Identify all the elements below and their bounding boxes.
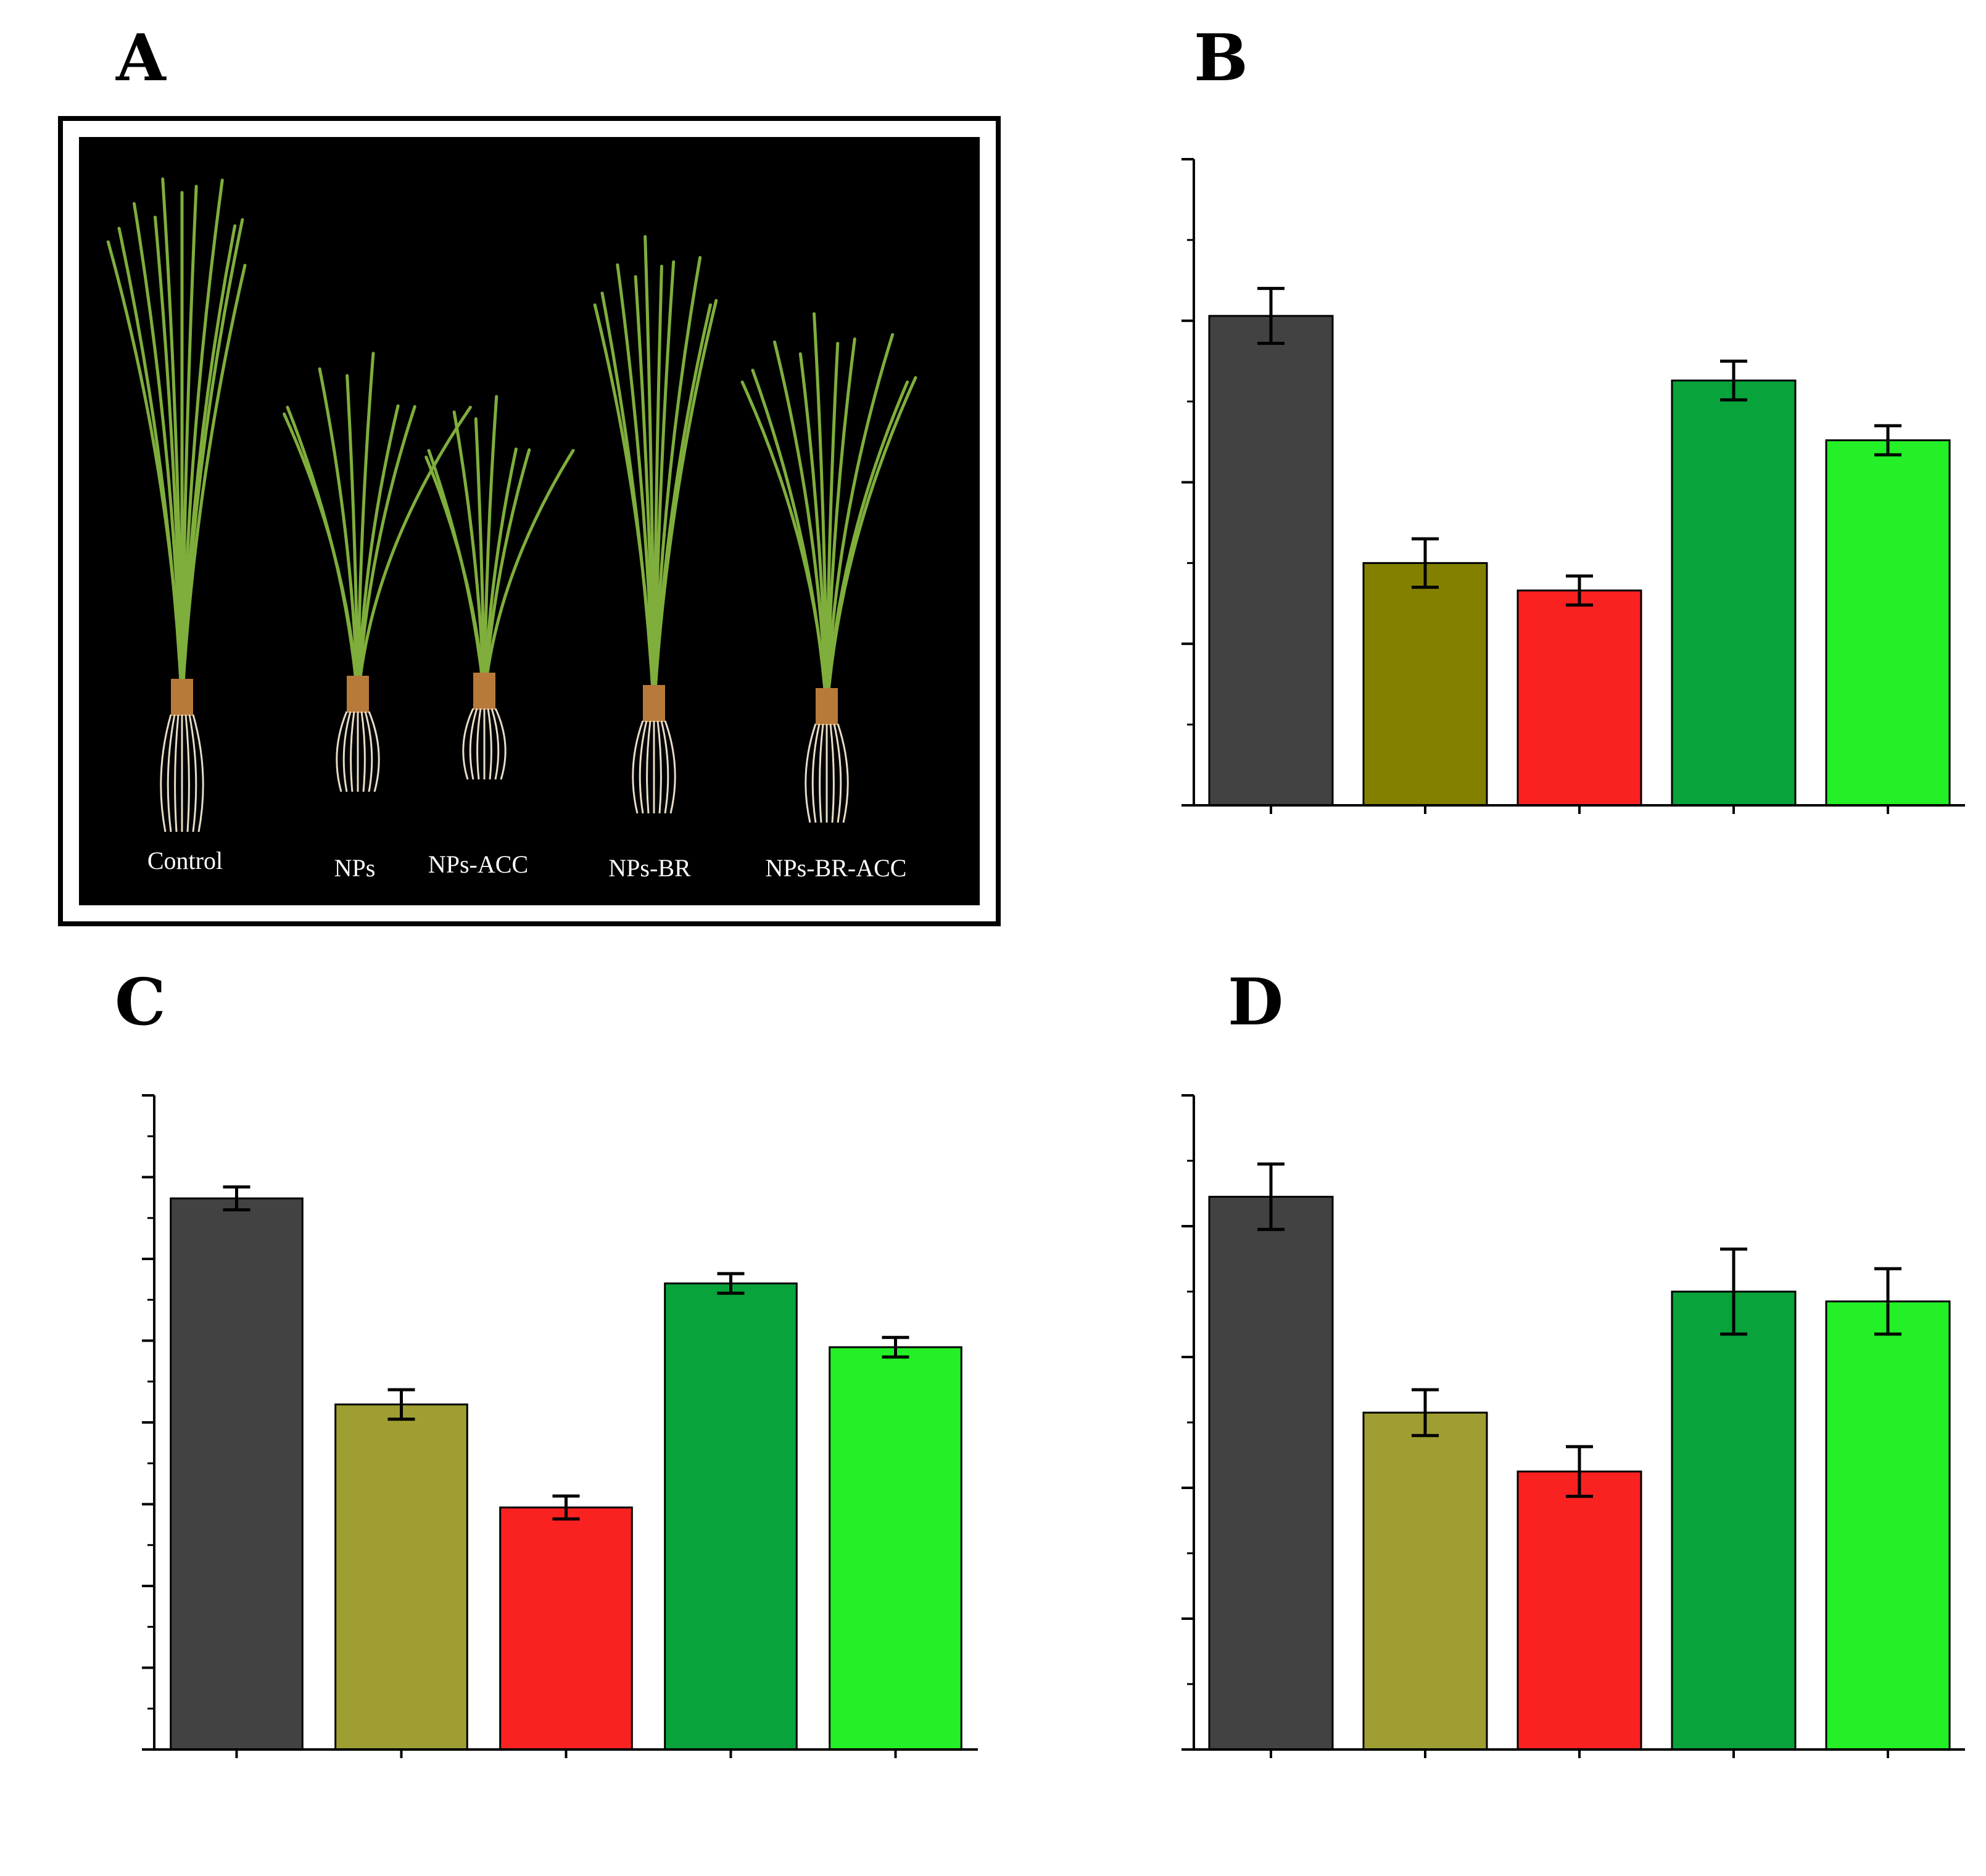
plant-root: [342, 711, 352, 792]
panel-letter-d: D: [1228, 964, 1283, 1040]
bar-nps-br: [664, 1282, 798, 1751]
plant-root: [192, 714, 204, 832]
plant-root: [336, 711, 348, 792]
panel-letter-b: B: [1194, 20, 1248, 96]
plant-root: [368, 711, 380, 792]
plant-leaf: [482, 448, 531, 699]
plant-root: [819, 723, 824, 823]
bar-control: [1208, 1195, 1334, 1751]
plant-root: [487, 708, 492, 780]
plant-root: [350, 711, 355, 792]
plant-leaf: [482, 395, 499, 699]
plant-leaf: [356, 405, 416, 702]
chart-fresh-weight: [1181, 158, 1965, 814]
bar-nps-br-acc: [829, 1346, 962, 1751]
photo-label-nps-acc: NPs-ACC: [428, 850, 528, 878]
plant-root: [656, 720, 662, 814]
plant-root: [805, 723, 817, 823]
panel-letter-a: A: [115, 20, 167, 96]
plant-photo-panel: Control NPs NPs-ACC NPs-BR NPs-BR-ACC: [58, 116, 1001, 926]
panel-letter-c: C: [115, 964, 166, 1040]
plant-root: [833, 723, 842, 823]
bar-control: [1208, 315, 1334, 807]
bar-nps-acc: [1516, 589, 1642, 807]
bar-nps: [1362, 562, 1488, 807]
bar-nps-br: [1671, 1290, 1797, 1751]
photo-label-control: Control: [147, 847, 223, 874]
photo-label-nps-br-acc: NPs-BR-ACC: [766, 854, 907, 882]
plant-root: [490, 708, 500, 780]
plant-root: [494, 708, 507, 780]
plant-leaf: [356, 352, 375, 702]
plant-root: [184, 714, 190, 832]
bar-control: [170, 1197, 304, 1751]
plant-stem-base: [473, 673, 495, 710]
plant-root: [639, 720, 648, 814]
plant-root: [167, 714, 176, 832]
plant-root: [837, 723, 849, 823]
plant-seedlings: [106, 177, 917, 832]
bar-nps: [1362, 1411, 1488, 1751]
plant-root: [462, 708, 474, 780]
plant-root: [829, 723, 835, 823]
plant-root: [364, 711, 373, 792]
plant-stem-base: [347, 676, 369, 713]
plant-root: [469, 708, 478, 780]
plant-root: [174, 714, 180, 832]
photo-label-nps: NPs: [334, 854, 376, 882]
plant-leaf: [356, 405, 472, 702]
plant-leaf: [740, 380, 829, 715]
bar-nps-acc: [1516, 1471, 1642, 1751]
plant-root: [360, 711, 366, 792]
plant-leaf: [283, 412, 360, 702]
photo-label-nps-br: NPs-BR: [608, 854, 691, 882]
plant-root: [160, 714, 172, 832]
bar-nps-acc: [499, 1506, 633, 1751]
plant-leaf: [482, 449, 575, 699]
plant-root: [632, 720, 644, 814]
bar-nps-br-acc: [1825, 1300, 1951, 1751]
plant-root: [188, 714, 197, 832]
plant-leaf: [825, 333, 895, 715]
plant-leaf: [825, 376, 917, 715]
chart-shoot-length: [142, 1094, 978, 1758]
plant-leaf: [424, 455, 486, 699]
plant-stem-base: [171, 679, 193, 716]
plant-leaf: [180, 264, 247, 705]
bar-nps-br-acc: [1825, 439, 1951, 807]
bar-nps-br: [1671, 380, 1797, 807]
bar-nps: [334, 1403, 468, 1751]
plant-stem-base: [643, 685, 665, 722]
plant-root: [476, 708, 482, 780]
plant-stem-base: [816, 688, 838, 725]
plant-leaf: [652, 299, 718, 712]
plant-root: [811, 723, 821, 823]
chart-root-length: [1181, 1094, 1965, 1758]
plant-root: [664, 720, 676, 814]
plant-root: [660, 720, 669, 814]
plant-root: [646, 720, 652, 814]
